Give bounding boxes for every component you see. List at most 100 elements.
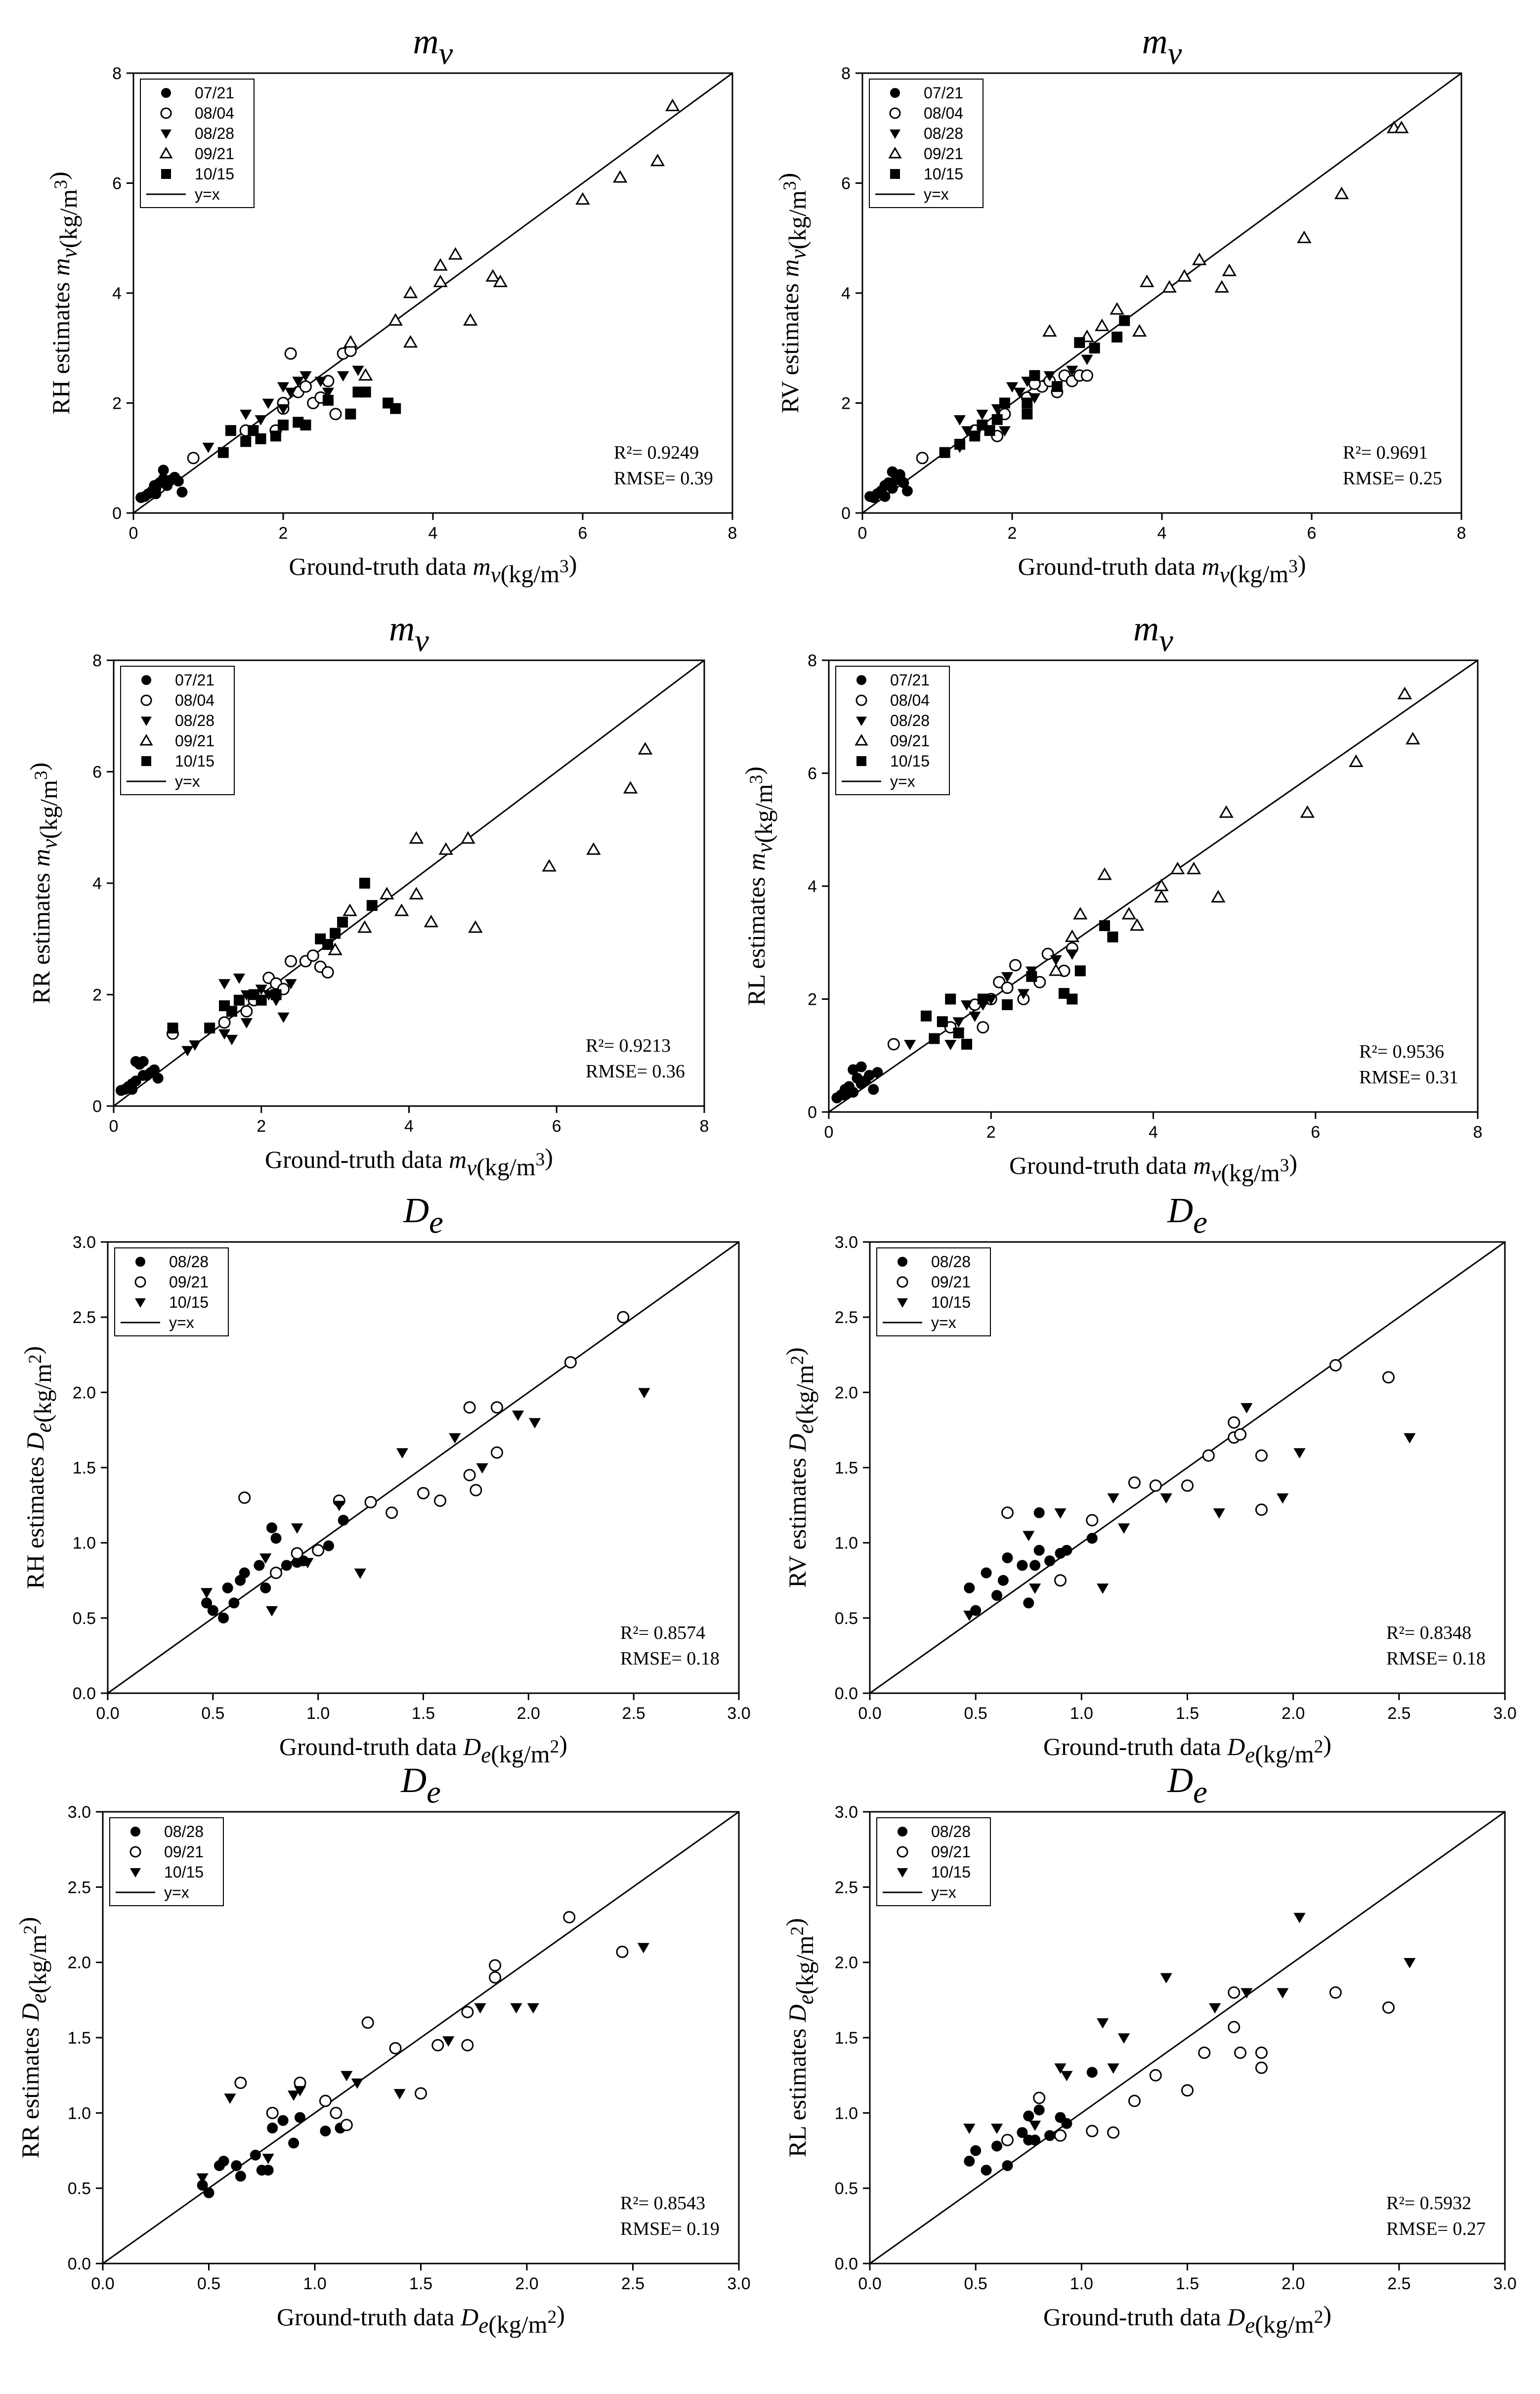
data-point [270, 1567, 283, 1580]
data-point [270, 430, 281, 442]
legend-marker [898, 1827, 907, 1837]
data-point [1054, 2063, 1067, 2074]
data-point [997, 1575, 1009, 1586]
data-point [879, 491, 891, 502]
identity-line [133, 72, 733, 514]
data-point [665, 98, 680, 112]
data-point [527, 2003, 539, 2014]
data-point [991, 414, 1003, 425]
data-point [991, 2140, 1002, 2152]
data-point [262, 2153, 274, 2164]
data-point [1086, 2125, 1099, 2138]
data-point [403, 285, 418, 299]
data-point [976, 409, 988, 420]
data-point [512, 1411, 524, 1421]
data-point [433, 274, 448, 288]
data-point [916, 452, 929, 465]
data-point [1081, 354, 1093, 365]
data-point [127, 1084, 138, 1095]
y-tick-label: 2 [112, 394, 122, 413]
series-10-15 [920, 920, 1118, 1050]
data-point [953, 1027, 964, 1039]
rmse-label: RMSE= 0.19 [620, 2219, 720, 2239]
x-tick-label: 1.5 [1176, 2274, 1199, 2293]
data-point [1119, 315, 1130, 326]
data-point [1023, 1597, 1034, 1609]
legend-label: 07/21 [175, 671, 214, 689]
x-axis-label: Ground-truth data De(kg/m2) [279, 1730, 567, 1768]
y-tick-label: 6 [841, 174, 851, 193]
x-tick-label: 6 [578, 524, 588, 543]
data-point [1033, 2092, 1046, 2104]
x-tick-label: 3.0 [1493, 1704, 1516, 1723]
data-point [1022, 408, 1033, 420]
data-point [904, 1040, 916, 1050]
data-point [337, 371, 349, 382]
x-tick-label: 2 [257, 1117, 266, 1136]
data-point [306, 949, 319, 962]
data-point [1382, 1371, 1395, 1384]
data-point [463, 313, 478, 326]
legend-box [140, 79, 255, 208]
data-point [901, 485, 913, 497]
y-tick-label: 0.5 [835, 2180, 858, 2198]
y-tick-label: 0.5 [73, 1609, 96, 1628]
data-point [1132, 324, 1147, 337]
data-point [960, 1000, 973, 1011]
x-tick-label: 8 [728, 524, 737, 543]
legend-marker [135, 1298, 146, 1308]
data-point [388, 313, 403, 326]
legend-label: 10/15 [195, 165, 234, 183]
legend-marker [130, 1868, 141, 1878]
legend-label: 08/04 [924, 104, 963, 122]
y-tick-label: 0 [841, 504, 851, 523]
data-point [345, 408, 356, 420]
data-point [1255, 2046, 1268, 2059]
chart-title: De [1167, 1191, 1207, 1240]
data-point [1334, 186, 1349, 200]
y-tick-label: 3.0 [68, 1803, 91, 1822]
data-point [1089, 342, 1100, 354]
legend-marker [141, 756, 151, 766]
data-point [616, 1945, 629, 1958]
rmse-label: RMSE= 0.36 [586, 1061, 685, 1082]
legend-label: 08/04 [195, 104, 234, 122]
data-point [1160, 1493, 1172, 1504]
data-point [1107, 931, 1118, 942]
data-point [277, 382, 290, 393]
legend-label: y=x [164, 1883, 189, 1901]
legend-box [876, 1247, 991, 1336]
data-point [1041, 947, 1054, 960]
chart-title: De [1167, 1760, 1207, 1810]
data-point [1293, 1448, 1306, 1459]
data-point [1029, 1583, 1041, 1594]
data-point [1234, 1428, 1247, 1441]
data-point [1181, 2084, 1194, 2097]
data-point [1001, 982, 1014, 994]
legend-label: y=x [924, 185, 949, 203]
data-point [301, 1558, 314, 1569]
data-point [991, 1590, 1002, 1601]
series-10-15 [200, 1388, 650, 1617]
data-point [1061, 1544, 1072, 1556]
data-point [998, 426, 1011, 437]
data-point [277, 1012, 290, 1023]
data-point [300, 420, 311, 430]
y-tick-label: 2.0 [73, 1383, 96, 1402]
data-point [403, 335, 418, 348]
data-point [1051, 381, 1063, 392]
legend-marker [159, 147, 173, 159]
data-point [1209, 2003, 1221, 2014]
legend-label: 10/15 [890, 752, 930, 770]
legend-marker [141, 717, 152, 726]
legend-marker [135, 1257, 145, 1267]
y-tick-label: 8 [841, 64, 851, 83]
data-point [434, 1494, 447, 1507]
legend-marker [897, 1868, 908, 1878]
x-axis-label: Ground-truth data mv(kg/m3) [1009, 1149, 1297, 1187]
data-point [424, 914, 439, 928]
data-point [218, 1016, 231, 1029]
data-point [1002, 1552, 1013, 1564]
scatter-panel-5: 0.0 0.5 1.0 1.5 2.0 2.5 3.0 0.0 0.5 1.0 1.5 2.0 2.5 3… [19, 1191, 751, 1768]
